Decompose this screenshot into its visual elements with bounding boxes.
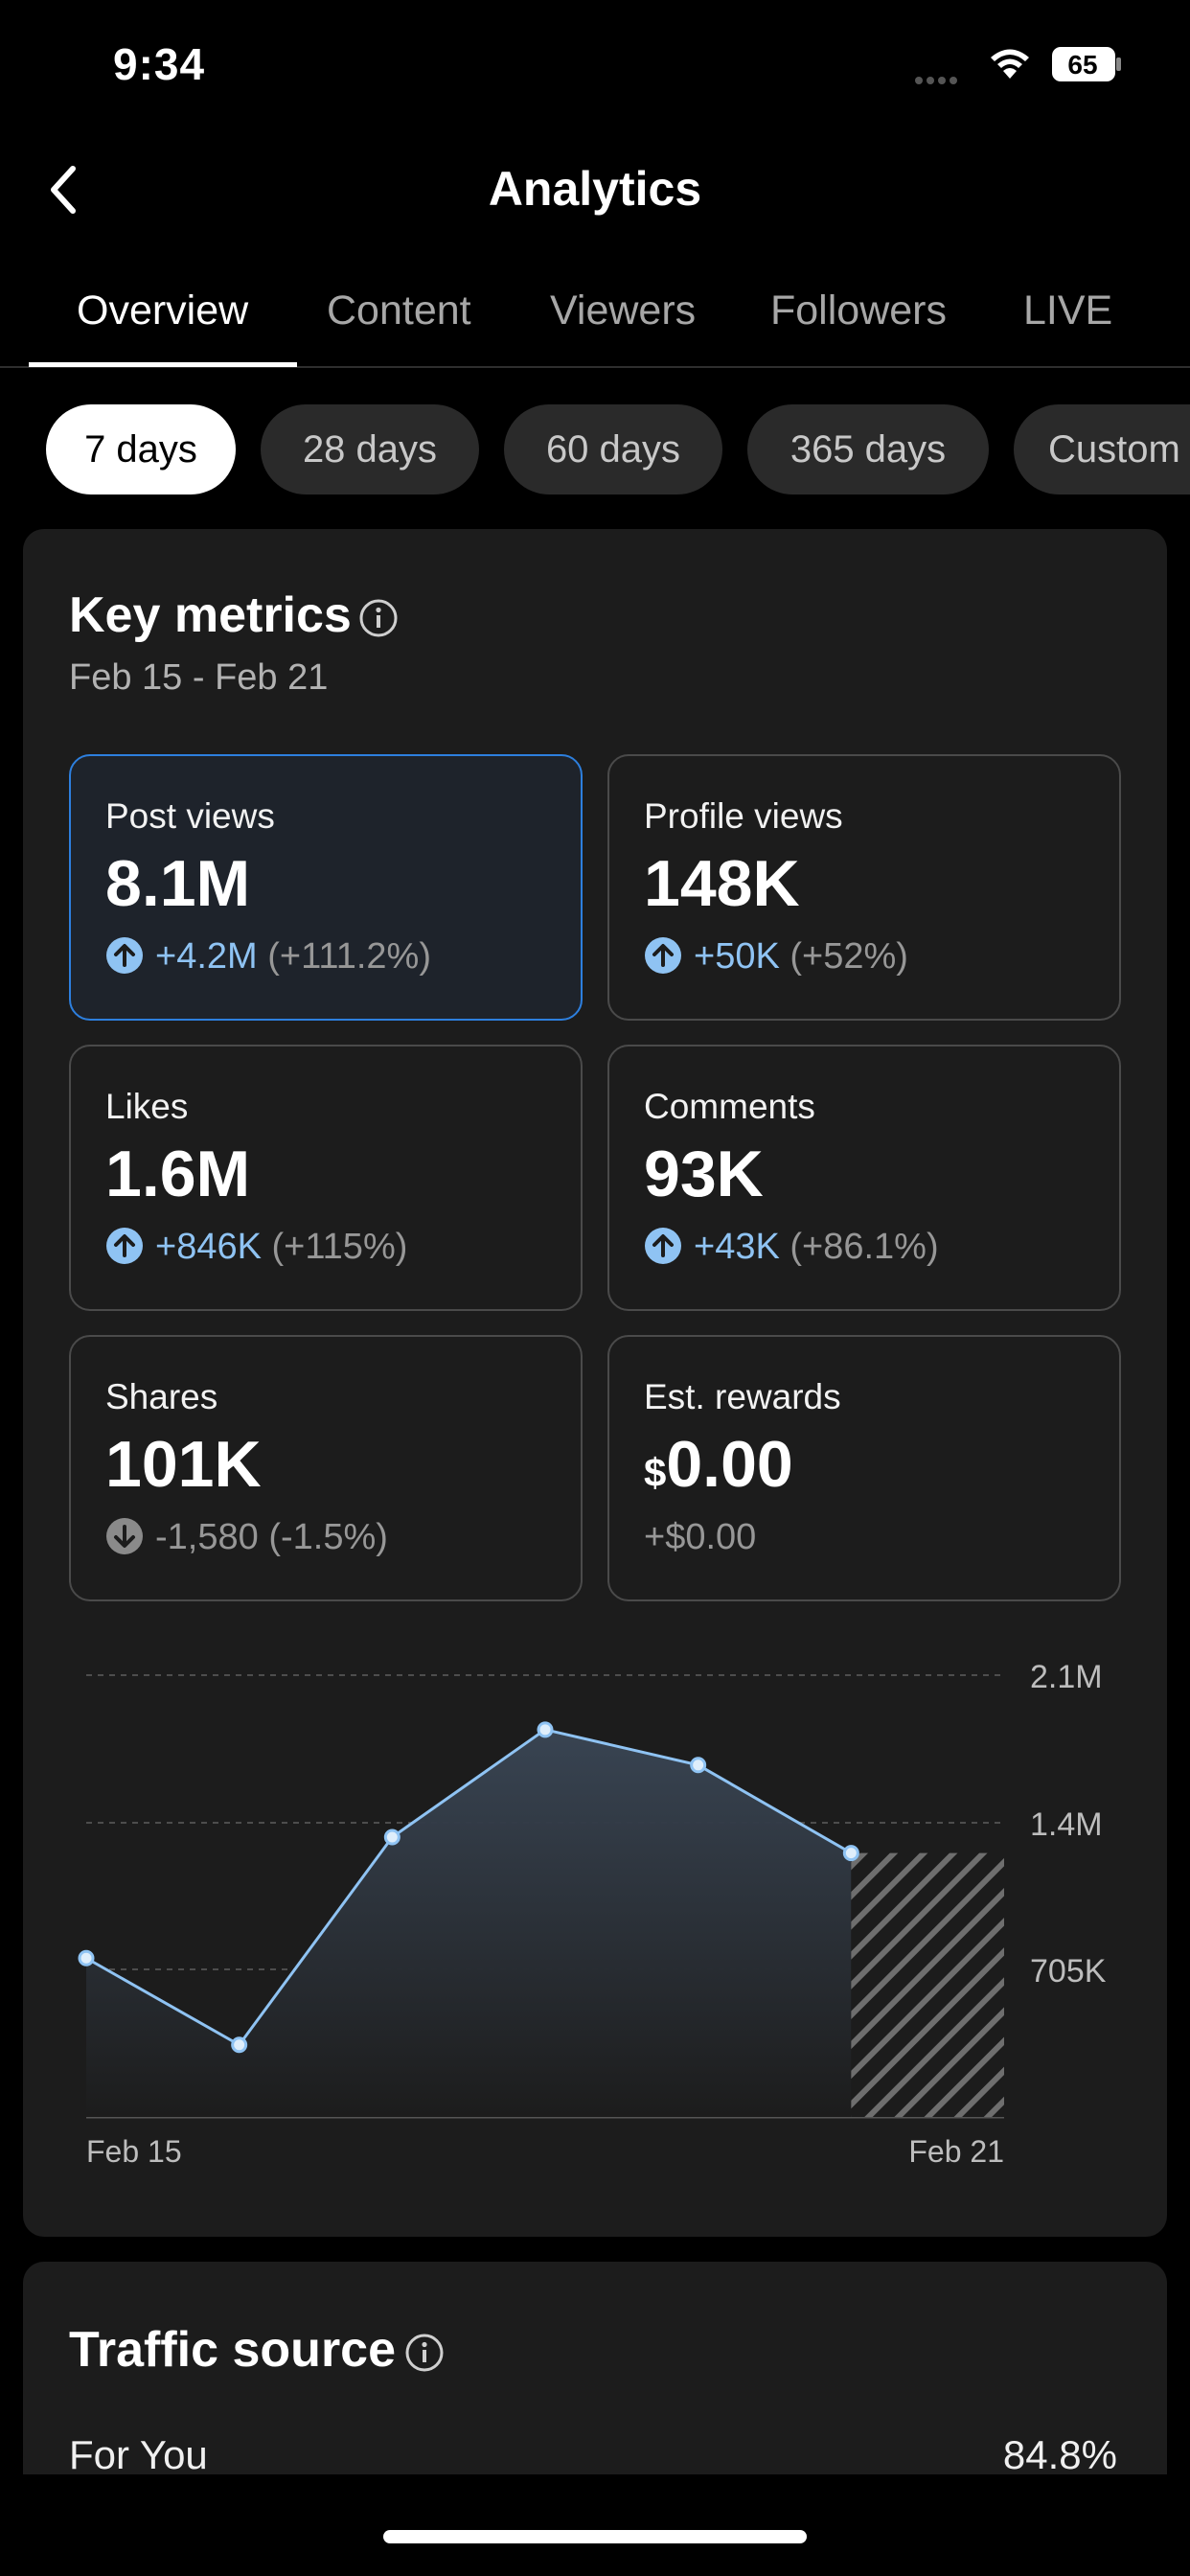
arrow-up-circle-icon — [645, 937, 681, 974]
metric-label: Shares — [105, 1377, 218, 1416]
traffic-source-value: 84.8% — [1002, 2432, 1117, 2477]
bottom-bar — [0, 2474, 1190, 2576]
metric-change-value: +50K — [694, 936, 780, 977]
key-metrics-title: Key metrics — [69, 587, 352, 643]
metric-change: +43K (+86.1%) — [644, 1227, 939, 1268]
metric-label: Comments — [644, 1087, 815, 1126]
metric-label: Profile views — [644, 796, 843, 836]
range-chip-custom[interactable]: Custom — [1014, 404, 1190, 494]
range-chip-60-days[interactable]: 60 days — [504, 404, 722, 494]
wifi-icon — [991, 49, 1029, 79]
metric-label: Likes — [105, 1087, 189, 1126]
info-icon[interactable] — [358, 598, 399, 638]
metric-value: 8.1M — [105, 847, 251, 920]
metric-card-profile-views[interactable]: Profile views 148K +50K (+52%) — [607, 754, 1121, 1021]
metric-label: Est. rewards — [644, 1377, 841, 1416]
metric-change: +4.2M (+111.2%) — [105, 936, 431, 978]
metric-value: 1.6M — [105, 1138, 251, 1210]
metric-change-value: +43K — [694, 1227, 780, 1267]
tab-live[interactable]: LIVE — [1023, 288, 1113, 334]
metric-value: 101K — [105, 1428, 262, 1501]
battery-level: 65 — [1067, 50, 1097, 80]
metric-change: +846K (+115%) — [105, 1227, 407, 1268]
range-chip-28-days[interactable]: 28 days — [261, 404, 479, 494]
traffic-source-label: For You — [69, 2432, 208, 2477]
active-tab-indicator — [29, 362, 297, 367]
status-time: 9:34 — [113, 39, 206, 89]
metric-change-percent: (+52%) — [790, 936, 908, 977]
metric-value-number: 0.00 — [666, 1428, 793, 1501]
battery-icon: 65 — [1052, 47, 1121, 81]
tab-followers[interactable]: Followers — [770, 288, 947, 334]
arrow-up-circle-icon — [106, 937, 143, 974]
metric-value: 93K — [644, 1138, 764, 1210]
metric-change: -1,580 (-1.5%) — [105, 1517, 388, 1558]
metric-change-value: +4.2M — [155, 936, 258, 977]
metric-card-shares[interactable]: Shares 101K -1,580 (-1.5%) — [69, 1335, 583, 1601]
tab-bar: Overview Content Viewers Followers LIVE — [0, 288, 1190, 368]
arrow-up-circle-icon — [645, 1228, 681, 1264]
back-arrow-icon[interactable] — [42, 161, 84, 218]
tab-content[interactable]: Content — [327, 288, 471, 334]
info-icon[interactable] — [404, 2333, 445, 2373]
traffic-source-title: Traffic source — [69, 2322, 397, 2378]
metric-change-value: +846K — [155, 1227, 262, 1267]
metric-card-likes[interactable]: Likes 1.6M +846K (+115%) — [69, 1045, 583, 1311]
metric-change-value: -1,580 — [155, 1517, 259, 1557]
metric-change-value: +$0.00 — [644, 1517, 757, 1557]
metric-change-percent: (+115%) — [271, 1227, 408, 1267]
range-chip-365-days[interactable]: 365 days — [747, 404, 989, 494]
metric-card-est-rewards[interactable]: Est. rewards $0.00 +$0.00 — [607, 1335, 1121, 1601]
range-chip-7-days[interactable]: 7 days — [46, 404, 236, 494]
metric-value: $0.00 — [644, 1427, 793, 1502]
tab-viewers[interactable]: Viewers — [550, 288, 697, 334]
arrow-up-circle-icon — [106, 1228, 143, 1264]
metric-value: 148K — [644, 847, 800, 920]
metric-change-percent: (-1.5%) — [268, 1517, 388, 1557]
metric-card-comments[interactable]: Comments 93K +43K (+86.1%) — [607, 1045, 1121, 1311]
metric-card-post-views[interactable]: Post views 8.1M +4.2M (+111.2%) — [69, 754, 583, 1021]
currency-symbol: $ — [644, 1450, 667, 1495]
metric-change: +50K (+52%) — [644, 936, 908, 978]
metric-label: Post views — [105, 796, 275, 836]
metric-change: +$0.00 — [644, 1517, 756, 1558]
arrow-down-circle-icon — [106, 1518, 143, 1554]
cellular-signal-icon — [915, 72, 961, 89]
metric-change-percent: (+86.1%) — [790, 1227, 939, 1267]
page-title: Analytics — [488, 162, 702, 216]
metric-change-percent: (+111.2%) — [267, 936, 431, 977]
home-indicator[interactable] — [383, 2530, 807, 2543]
date-range: Feb 15 - Feb 21 — [69, 657, 329, 698]
tab-overview[interactable]: Overview — [77, 288, 249, 334]
